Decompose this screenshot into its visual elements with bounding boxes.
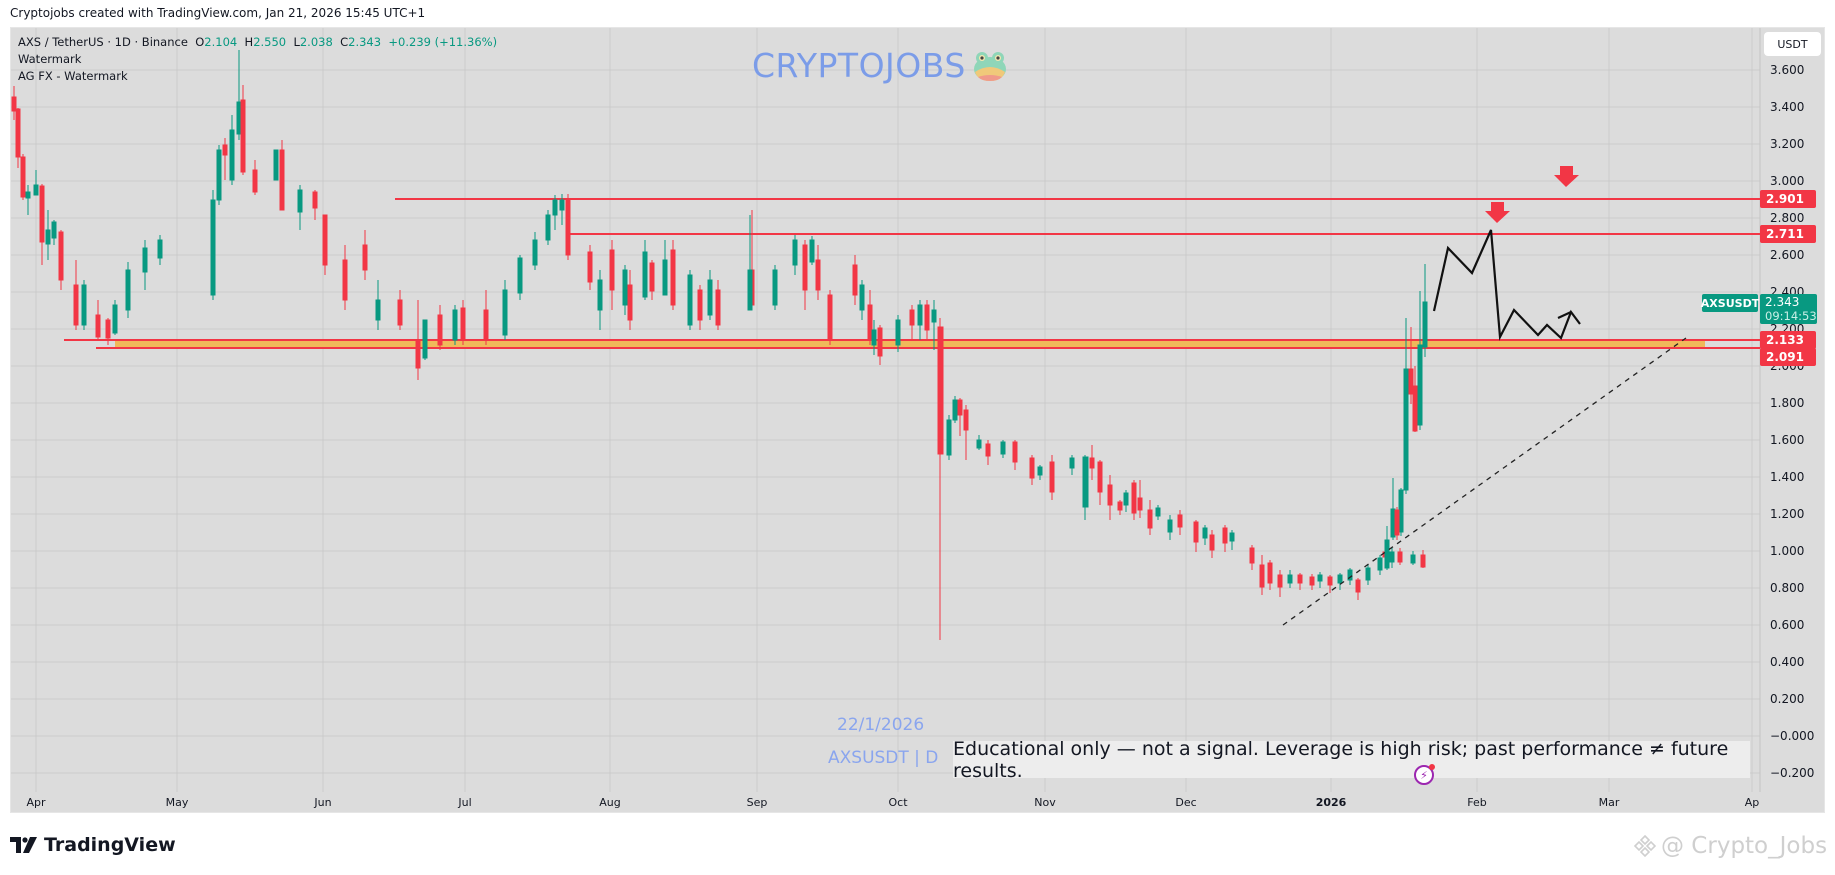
arrow-down-icon — [1554, 166, 1579, 187]
price-tick: 1.200 — [1770, 507, 1805, 521]
symbol-description[interactable]: AXS / TetherUS · 1D · Binance — [18, 35, 188, 49]
time-label: Mar — [1598, 796, 1620, 809]
symbol-price-tag: AXSUSDT — [1701, 294, 1759, 312]
price-tick: −0.000 — [1770, 729, 1815, 743]
price-tick: −0.200 — [1770, 766, 1815, 780]
price-tick: 0.600 — [1770, 618, 1805, 632]
level-label-2091: 2.091 — [1760, 348, 1816, 366]
price-tick: 2.800 — [1770, 211, 1805, 225]
price-tick: 1.400 — [1770, 470, 1805, 484]
level-label-2133: 2.133 — [1760, 331, 1816, 349]
price-tick: 3.600 — [1770, 63, 1805, 77]
time-label: Feb — [1467, 796, 1487, 809]
open-value: 2.104 — [204, 35, 238, 49]
price-tick: 1.600 — [1770, 433, 1805, 447]
time-label: Jun — [314, 796, 332, 809]
time-label: Dec — [1175, 796, 1197, 809]
currency-button[interactable]: USDT — [1764, 32, 1821, 56]
time-label: Ap — [1744, 796, 1760, 809]
lightning-alert-icon[interactable]: ⚡ — [1414, 764, 1435, 785]
watermark-date: 22/1/2026 — [837, 715, 925, 735]
watermark-title: CRYPTOJOBS — [752, 46, 966, 85]
price-tick: 1.800 — [1770, 396, 1805, 410]
watermark-symbol-interval: AXSUSDT | D — [828, 748, 939, 768]
credit-handle: @ Crypto_Jobs — [1661, 833, 1828, 859]
indicator-watermark[interactable]: Watermark — [18, 52, 82, 66]
projection-arrowhead — [1557, 311, 1572, 319]
price-tick: 0.400 — [1770, 655, 1805, 669]
low-value: 2.038 — [299, 35, 333, 49]
grid-lines — [11, 28, 1760, 792]
change-value: +0.239 (+11.36%) — [388, 35, 498, 49]
price-tick: 2.600 — [1770, 248, 1805, 262]
price-tick: 0.800 — [1770, 581, 1805, 595]
brand-name: TradingView — [44, 834, 176, 856]
ohlc-line: AXS / TetherUS · 1D · Binance O2.104 H2.… — [18, 34, 497, 51]
candles — [11, 50, 1428, 640]
chart-legend: AXS / TetherUS · 1D · Binance O2.104 H2.… — [18, 34, 497, 85]
current-price-label: 2.343 09:14:53 — [1760, 294, 1817, 324]
price-tick: 3.200 — [1770, 137, 1805, 151]
author-credit: @ Crypto_Jobs — [1633, 833, 1827, 859]
open-label: O — [195, 35, 205, 49]
ascending-trendline — [1282, 337, 1687, 626]
time-label: Sep — [746, 796, 768, 809]
chart-pane[interactable] — [10, 27, 1825, 813]
level-label-2711: 2.711 — [1760, 225, 1816, 243]
time-label: Nov — [1034, 796, 1056, 809]
price-tick: 3.000 — [1770, 174, 1805, 188]
high-label: H — [244, 35, 254, 49]
time-label: May — [165, 796, 189, 809]
level-label-2901: 2.901 — [1760, 190, 1816, 208]
created-by-line: Cryptojobs created with TradingView.com,… — [10, 6, 426, 20]
time-label: Jul — [458, 796, 472, 809]
binance-logo-icon — [1633, 834, 1657, 858]
price-tick: 0.200 — [1770, 692, 1805, 706]
indicator-ag-fx-watermark[interactable]: AG FX - Watermark — [18, 69, 128, 83]
time-label-year: 2026 — [1315, 796, 1347, 809]
projection-path — [1432, 229, 1581, 341]
price-tick: 1.000 — [1770, 544, 1805, 558]
time-axis-bg — [11, 792, 1824, 812]
disclaimer-text: Educational only — not a signal. Leverag… — [953, 738, 1750, 782]
tradingview-logo-icon — [10, 837, 37, 853]
frog-emoji-icon — [974, 52, 1006, 81]
high-value: 2.550 — [253, 35, 287, 49]
time-label: Aug — [599, 796, 621, 809]
time-label: Apr — [26, 796, 46, 809]
time-label: Oct — [888, 796, 908, 809]
arrow-down-icon — [1485, 202, 1510, 223]
price-tick: 3.400 — [1770, 100, 1805, 114]
support-zone — [115, 341, 1705, 348]
notification-dot — [1429, 764, 1435, 770]
close-value: 2.343 — [348, 35, 382, 49]
low-label: L — [293, 35, 300, 49]
close-label: C — [340, 35, 349, 49]
current-price: 2.343 — [1765, 295, 1800, 309]
bar-countdown: 09:14:53 — [1765, 309, 1817, 323]
tradingview-logo[interactable]: TradingView — [10, 834, 176, 856]
